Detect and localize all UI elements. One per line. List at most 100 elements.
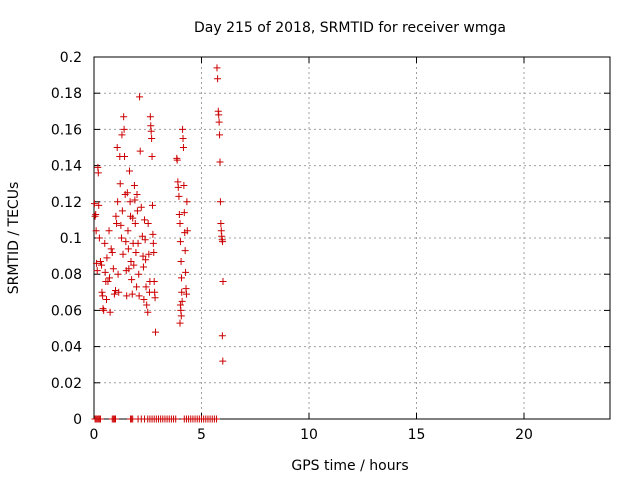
- data-point: [132, 248, 140, 256]
- data-point: [139, 252, 147, 260]
- x-tick-label: 20: [515, 427, 533, 443]
- y-tick-label: 0.12: [51, 195, 82, 211]
- data-point: [105, 227, 113, 235]
- y-tick-label: 0.06: [51, 303, 82, 319]
- data-point: [214, 75, 222, 83]
- data-point: [215, 111, 223, 119]
- data-point: [144, 220, 152, 228]
- data-point: [175, 192, 183, 200]
- x-tick-label: 10: [300, 427, 318, 443]
- data-point: [98, 288, 106, 296]
- data-point: [134, 239, 142, 247]
- data-point: [141, 236, 149, 244]
- data-point: [173, 156, 181, 164]
- data-point: [135, 292, 143, 300]
- data-point: [115, 288, 123, 296]
- data-point: [131, 220, 139, 228]
- data-point: [95, 201, 103, 209]
- data-point: [182, 290, 190, 298]
- data-point: [124, 245, 132, 253]
- data-point: [117, 221, 125, 229]
- data-point: [175, 210, 183, 218]
- data-point: [90, 200, 98, 208]
- y-tick-label: 0: [73, 412, 82, 428]
- data-point: [105, 274, 113, 282]
- data-point: [219, 277, 227, 285]
- x-tick-label: 15: [408, 427, 426, 443]
- data-point: [114, 270, 122, 278]
- data-point: [178, 297, 186, 305]
- data-point: [136, 147, 144, 155]
- data-point: [145, 250, 153, 258]
- data-point: [142, 256, 150, 264]
- data-point: [181, 247, 189, 255]
- data-point: [143, 301, 151, 309]
- data-point: [118, 131, 126, 139]
- data-point: [102, 296, 110, 304]
- data-point: [99, 305, 107, 313]
- data-point: [126, 198, 134, 206]
- y-tick-label: 0.08: [51, 267, 82, 283]
- data-point: [118, 207, 126, 215]
- data-point: [123, 292, 131, 300]
- data-point: [213, 64, 221, 72]
- data-point: [147, 127, 155, 135]
- data-point: [216, 158, 224, 166]
- data-point: [219, 238, 227, 246]
- data-point: [140, 296, 148, 304]
- data-point: [179, 144, 187, 151]
- data-point: [96, 415, 104, 423]
- x-tick-label: 0: [90, 427, 99, 443]
- data-point: [131, 196, 139, 204]
- data-point: [133, 207, 141, 215]
- data-point: [148, 153, 156, 161]
- data-point: [176, 238, 184, 246]
- data-point: [119, 250, 127, 258]
- data-point: [133, 191, 141, 199]
- data-point: [127, 258, 135, 266]
- data-point: [135, 270, 143, 278]
- data-point: [124, 227, 132, 235]
- y-tick-label: 0.14: [51, 159, 82, 175]
- data-point: [118, 234, 126, 242]
- data-point: [179, 134, 187, 142]
- data-point: [114, 198, 122, 206]
- y-axis-label: SRMTID / TECUs: [6, 182, 22, 295]
- data-point: [148, 134, 156, 142]
- data-point: [182, 268, 190, 276]
- data-point: [104, 277, 112, 285]
- y-tick-label: 0.18: [51, 86, 82, 102]
- data-point: [93, 267, 101, 275]
- data-point: [150, 277, 158, 285]
- y-tick-label: 0.04: [51, 340, 82, 356]
- data-point: [149, 230, 157, 238]
- data-point: [176, 220, 184, 228]
- data-point: [123, 189, 131, 197]
- data-point: [116, 180, 124, 188]
- data-point: [101, 239, 109, 247]
- data-point: [96, 258, 104, 266]
- data-point: [176, 319, 184, 327]
- data-point: [148, 201, 156, 209]
- data-point: [179, 125, 187, 133]
- chart-title: Day 215 of 2018, SRMTID for receiver wmg…: [194, 20, 506, 36]
- data-point: [120, 125, 128, 133]
- data-point: [146, 113, 154, 121]
- x-tick-label: 5: [197, 427, 206, 443]
- data-point: [219, 357, 227, 365]
- data-point: [93, 259, 101, 267]
- data-point: [178, 274, 186, 282]
- data-point: [136, 93, 144, 101]
- y-tick-label: 0.2: [60, 50, 82, 66]
- data-point: [128, 290, 136, 298]
- data-point: [178, 288, 186, 296]
- data-point: [113, 220, 121, 228]
- plot-frame: [93, 56, 611, 420]
- data-point: [144, 308, 152, 316]
- data-point: [217, 220, 225, 228]
- data-point: [108, 248, 116, 256]
- data-point: [91, 212, 99, 220]
- data-point: [142, 283, 150, 291]
- data-point: [113, 144, 121, 151]
